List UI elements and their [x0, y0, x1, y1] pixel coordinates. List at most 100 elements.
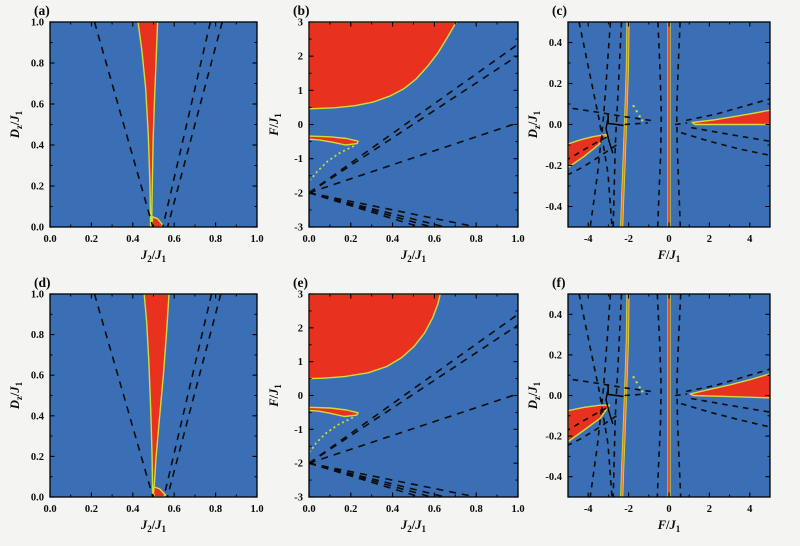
y-tick-label: -2 [294, 188, 303, 199]
y-tick-label: 3 [298, 18, 303, 29]
phase-region [152, 486, 167, 497]
x-tick-label: -4 [584, 504, 593, 515]
y-tick-label: 0.8 [31, 59, 44, 70]
x-tick-label: 0.0 [302, 504, 315, 515]
x-tick-label: 0.0 [302, 234, 315, 245]
solid-line [605, 387, 614, 425]
dashed-line [309, 192, 446, 227]
dashed-line [578, 22, 613, 227]
dashed-line [624, 122, 648, 126]
x-tick-label: 1.0 [250, 234, 263, 245]
x-tick-label: 0.6 [168, 504, 181, 515]
phase-region [568, 404, 611, 443]
y-tick-label: 0.4 [549, 38, 563, 49]
y-tick-label: 0.4 [31, 411, 45, 422]
x-tick-label: 0 [666, 234, 671, 245]
x-tick-label: 1.0 [511, 234, 524, 245]
x-tick-label: 2 [707, 504, 712, 515]
x-tick-label: 2 [707, 234, 712, 245]
x-axis-label: F/J1 [657, 518, 681, 534]
plot-content [309, 294, 518, 497]
y-tick-label: 0.6 [31, 100, 44, 111]
plot-content [309, 22, 518, 227]
x-tick-label: 1.0 [511, 504, 524, 515]
dashed-line [309, 192, 477, 227]
dashed-line [578, 294, 613, 497]
x-tick-label: 0.2 [344, 234, 357, 245]
y-tick-label: 0.2 [549, 79, 562, 90]
x-axis-label: J2/J1 [140, 518, 166, 534]
panel-letter: (f) [552, 275, 566, 290]
x-tick-label: 0.4 [386, 234, 400, 245]
y-tick-label: 1.0 [31, 18, 44, 29]
y-tick-label: 1.0 [31, 290, 44, 301]
y-tick-label: 0.2 [549, 350, 562, 361]
dashed-line [680, 402, 770, 428]
y-tick-label: 0.4 [549, 310, 563, 321]
panel-a: 0.0 0.2 0.4 0.6 0.8 1.0 0.0 0.2 0.4 0.6 0.8 1.0 J2/J… [8, 3, 264, 264]
panel-letter: (c) [552, 3, 567, 18]
y-tick-label: -0.2 [545, 161, 562, 172]
phase-region [309, 406, 359, 418]
dashed-line [568, 378, 651, 393]
x-axis-label: F/J1 [657, 248, 681, 264]
y-tick-label: -1 [294, 425, 303, 436]
dashed-line [309, 393, 518, 464]
phase-dot [641, 119, 644, 122]
y-tick-label: 3 [298, 290, 303, 301]
dashed-line [674, 393, 688, 397]
dashed-line [568, 415, 617, 446]
y-axis-label: Dz/J1 [526, 110, 542, 139]
y-tick-label: 0.0 [31, 493, 44, 504]
panel-letter: (a) [34, 3, 50, 18]
phase-dot [632, 376, 635, 379]
x-tick-label: 0.2 [85, 504, 98, 515]
x-axis-label: J2/J1 [140, 248, 166, 264]
plot-content [93, 294, 222, 497]
x-tick-label: 0.6 [428, 504, 441, 515]
y-tick-label: 1 [298, 86, 303, 97]
x-tick-label: 4 [747, 504, 753, 515]
dashed-line [166, 22, 223, 227]
dashed-line [309, 462, 477, 497]
phase-region [309, 22, 457, 110]
dashed-line [568, 144, 617, 176]
dashed-line [309, 43, 518, 194]
dashed-line [309, 462, 432, 497]
x-tick-label: 0.2 [344, 504, 357, 515]
y-axis-label: Dz/J1 [8, 110, 24, 139]
y-tick-label: 0.0 [549, 391, 562, 402]
dashed-line [309, 122, 518, 194]
dashed-line [568, 106, 651, 122]
x-tick-label: 0.8 [470, 234, 483, 245]
panel-letter: (d) [34, 275, 51, 290]
dashed-line [93, 294, 154, 497]
phase-stripe-core [620, 22, 629, 227]
y-tick-label: -2 [294, 459, 303, 470]
dashed-line [309, 54, 518, 194]
y-tick-label: 0.6 [31, 371, 44, 382]
panel-letter: (b) [293, 3, 310, 18]
dashed-line [568, 407, 607, 431]
phase-boundary-dotted [309, 416, 354, 453]
y-tick-label: -0.4 [545, 472, 562, 483]
phase-region [309, 294, 441, 380]
dashed-line [691, 126, 770, 143]
panel-c: -4 -2 0 2 4 -0.4 -0.2 0.0 0.2 0.4 F/J1 Dz/J1 (c) [526, 3, 771, 264]
y-tick-label: 0.2 [31, 182, 44, 193]
x-tick-label: 0.6 [168, 234, 181, 245]
dashed-line [612, 294, 623, 497]
x-axis-label: J2/J1 [400, 518, 426, 534]
x-tick-label: 0.8 [209, 504, 222, 515]
y-tick-label: -3 [294, 493, 303, 504]
x-tick-label: 0.0 [43, 234, 56, 245]
dashed-line [309, 192, 432, 227]
x-tick-label: 0.6 [428, 234, 441, 245]
dashed-line [93, 22, 154, 227]
x-tick-label: -2 [624, 234, 633, 245]
dashed-line [309, 462, 446, 497]
y-tick-label: 2 [298, 52, 303, 63]
dashed-line [676, 294, 682, 497]
